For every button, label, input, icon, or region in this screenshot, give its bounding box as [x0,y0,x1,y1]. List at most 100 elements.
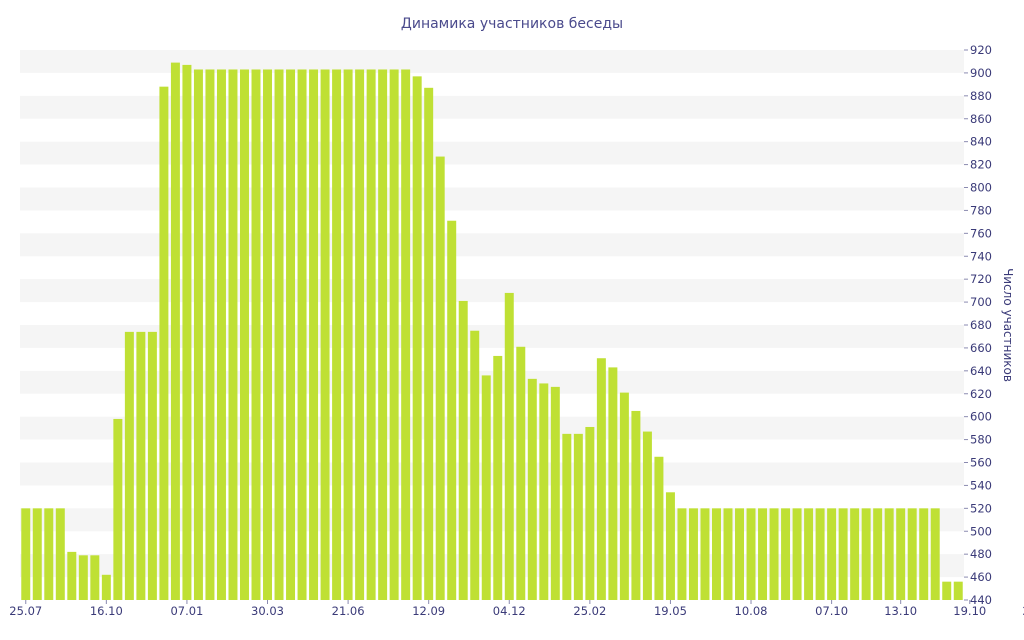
y-tick-label: 700 [970,295,992,309]
bar [711,508,721,600]
bar [263,69,273,600]
bar [216,69,226,600]
bar [677,508,687,600]
y-tick-label: 540 [970,478,992,492]
bar [792,508,802,600]
x-tick-label: 07.01 [170,604,203,618]
bar [424,87,434,600]
bar [504,292,514,600]
bar [907,508,917,600]
bar [309,69,319,600]
bar [481,375,491,600]
bar [113,418,123,600]
y-axis-label: Число участников [1001,268,1015,382]
y-tick-label: 500 [970,524,992,538]
bar [67,551,77,600]
bar [884,508,894,600]
bar [412,76,422,600]
bar [101,574,111,600]
bar [596,358,606,600]
bar [769,508,779,600]
bar [170,62,180,600]
y-tick-label: 640 [970,364,992,378]
bar [619,392,629,600]
bar [378,69,388,600]
bar [228,69,238,600]
bar [827,508,837,600]
x-tick-label: 07.10 [815,604,848,618]
bar [78,555,88,600]
y-tick-label: 480 [970,547,992,561]
y-tick-label: 600 [970,410,992,424]
bar [147,331,157,600]
x-axis-ticks: 25.07 16.10 07.01 30.03 21.06 12.09 04.12 25.02… [9,600,1024,618]
bar [389,69,399,600]
bar [205,69,215,600]
bar [896,508,906,600]
x-tick-label: 13.10 [884,604,917,618]
y-tick-label: 800 [970,181,992,195]
bar [735,508,745,600]
bar [861,508,871,600]
bar [136,331,146,600]
bar [55,508,65,600]
bar [746,508,756,600]
bar [493,355,503,600]
bar [665,492,675,600]
y-tick-label: 740 [970,249,992,263]
bar [573,433,583,600]
bar [90,555,100,600]
bar [320,69,330,600]
bar [401,69,411,600]
x-tick-label: 16.10 [90,604,123,618]
y-tick-label: 820 [970,158,992,172]
bar [953,581,963,600]
bar [608,367,618,600]
y-tick-label: 680 [970,318,992,332]
y-tick-label: 440 [970,593,992,607]
bar [44,508,54,600]
bar [550,386,560,600]
bar [21,508,31,600]
bar [274,69,284,600]
x-tick-label: 19.05 [654,604,687,618]
x-tick-label: 25.07 [9,604,42,618]
y-tick-label: 460 [970,570,992,584]
bar [642,431,652,600]
bar [838,508,848,600]
y-tick-label: 840 [970,135,992,149]
bar [804,508,814,600]
bar [332,69,342,600]
x-tick-label: 25.02 [573,604,606,618]
bar [585,426,595,600]
bar [159,86,169,600]
bar [366,69,376,600]
y-tick-label: 900 [970,66,992,80]
bar [124,331,134,600]
x-tick-label: 19.10 [953,604,986,618]
bar [516,346,526,600]
y-axis-ticks: 440 460 480 500 520 540 560 580 600 620 640 660 680 7… [964,43,992,607]
bar [470,330,480,600]
bar [631,410,641,600]
bars [21,62,963,601]
x-tick-label: 25.10 [1022,604,1024,618]
y-tick-label: 520 [970,501,992,515]
bar [182,64,192,601]
bar [435,156,445,600]
bar [32,508,42,600]
bar [942,581,952,600]
x-tick-label: 12.09 [412,604,445,618]
x-tick-label: 04.12 [493,604,526,618]
y-tick-label: 880 [970,89,992,103]
bar [539,383,549,600]
y-tick-label: 620 [970,387,992,401]
bar [286,69,296,600]
y-tick-label: 920 [970,43,992,57]
bar [688,508,698,600]
bar [355,69,365,600]
bar [919,508,929,600]
bar [297,69,307,600]
